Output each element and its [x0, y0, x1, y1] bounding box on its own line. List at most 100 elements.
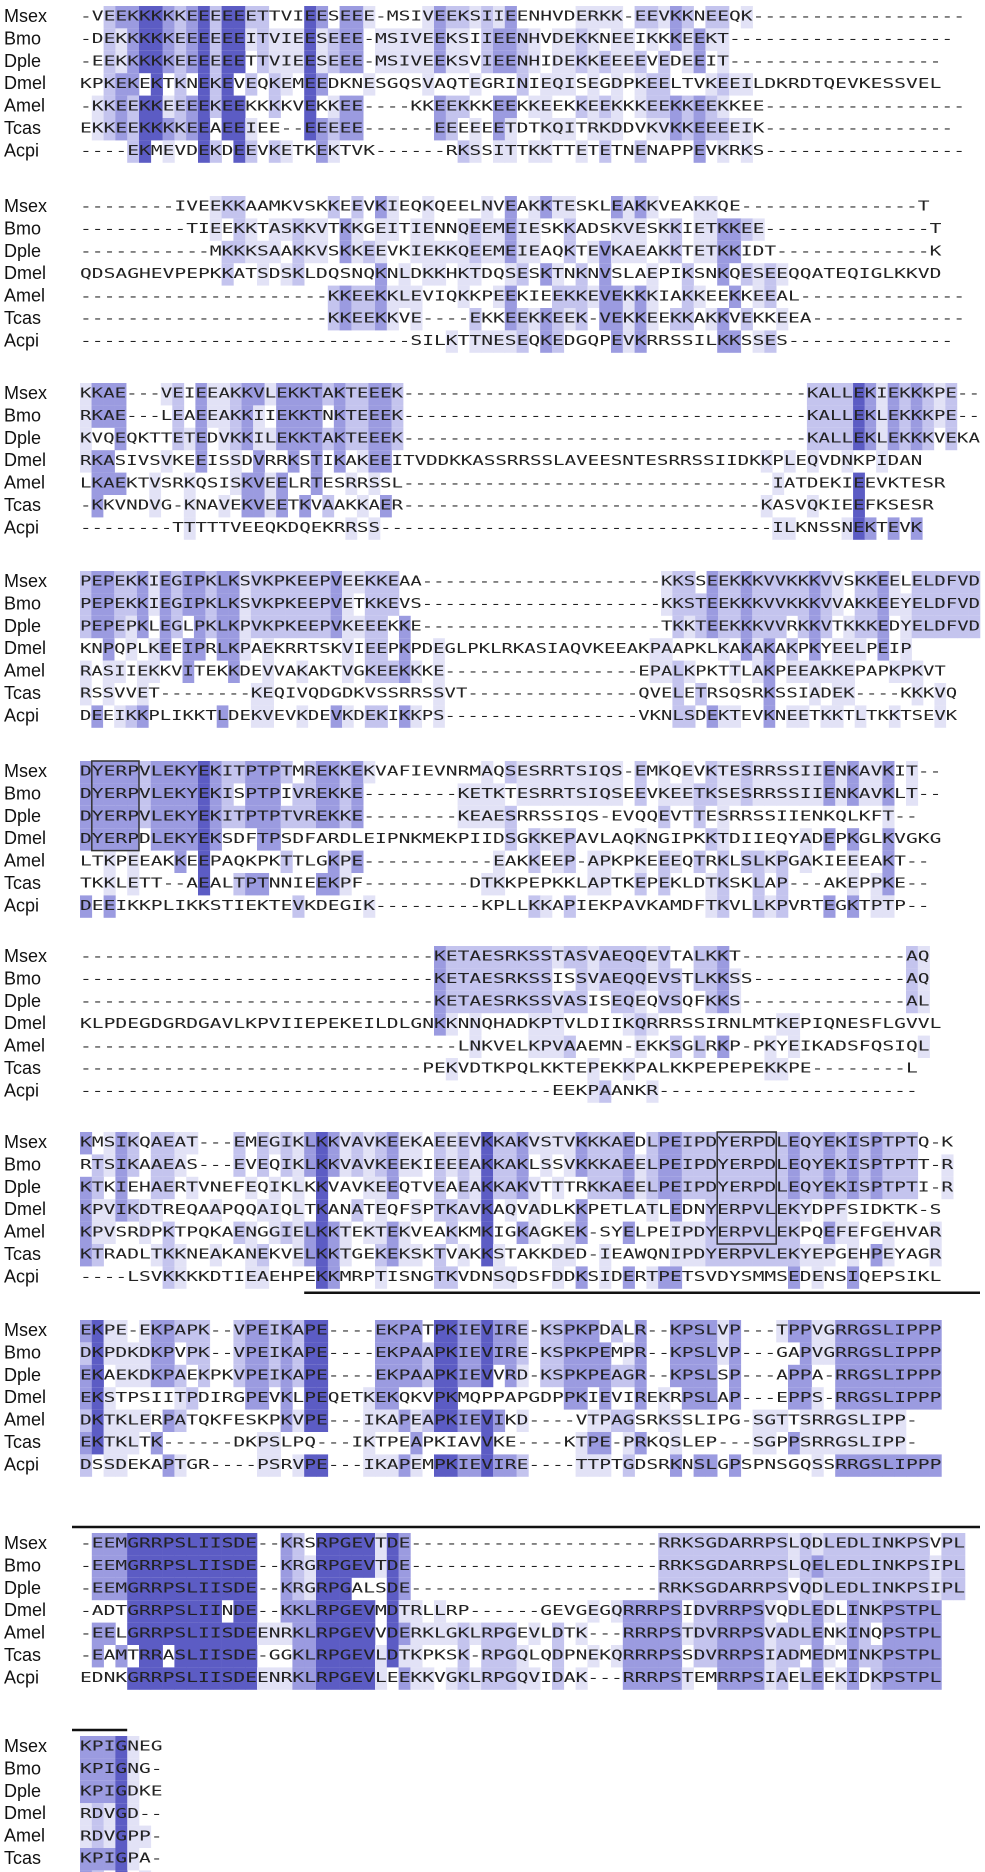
- conservation-cell: [386, 1555, 399, 1578]
- conservation-cell: [172, 405, 185, 428]
- motif-box: [91, 760, 140, 852]
- conservation-cell: [772, 517, 785, 540]
- conservation-cell: [858, 1454, 871, 1477]
- conservation-cell: [351, 850, 364, 873]
- conservation-cell: [740, 1555, 753, 1578]
- conservation-cell: [481, 1221, 494, 1244]
- conservation-cell: [139, 1320, 152, 1343]
- conservation-cell: [672, 571, 685, 594]
- conservation-cell: [563, 783, 576, 806]
- conservation-cell: [894, 1600, 907, 1623]
- conservation-cell: [575, 1266, 588, 1289]
- conservation-cell: [115, 28, 128, 51]
- conservation-cell: [80, 1454, 93, 1477]
- conservation-cell: [434, 1244, 447, 1267]
- conservation-cell: [672, 593, 685, 616]
- conservation-cell: [882, 783, 895, 806]
- conservation-cell: [457, 1199, 470, 1222]
- conservation-cell: [670, 850, 683, 873]
- conservation-cell: [752, 571, 764, 594]
- conservation-cell: [136, 660, 149, 683]
- sequence-row: KNPQPLKEEIPRLKPAEKRRTSKVIEEPKPDEGLPKLRKA…: [80, 642, 912, 657]
- conservation-cell: [327, 783, 340, 806]
- conservation-cell: [622, 1058, 635, 1081]
- conservation-cell: [806, 427, 819, 451]
- conservation-cell: [622, 1132, 635, 1155]
- conservation-cell: [843, 660, 855, 683]
- conservation-cell: [683, 615, 696, 639]
- conservation-cell: [717, 6, 730, 29]
- conservation-cell: [783, 450, 796, 473]
- conservation-cell: [239, 571, 252, 594]
- conservation-cell: [634, 1645, 647, 1668]
- conservation-cell: [339, 1667, 352, 1690]
- conservation-cell: [316, 140, 329, 163]
- conservation-cell: [752, 593, 764, 616]
- conservation-cell: [257, 1454, 270, 1477]
- conservation-cell: [91, 95, 104, 118]
- conservation-cell: [820, 705, 833, 728]
- conservation-cell: [103, 28, 116, 51]
- conservation-cell: [683, 571, 696, 594]
- species-label: Msex: [4, 6, 47, 26]
- conservation-cell: [205, 593, 218, 616]
- conservation-cell: [622, 330, 635, 353]
- conservation-cell: [268, 1454, 281, 1477]
- conservation-cell: [481, 990, 494, 1014]
- conservation-cell: [575, 1199, 588, 1222]
- conservation-cell: [410, 1154, 423, 1177]
- conservation-cell: [681, 50, 694, 74]
- conservation-cell: [304, 1364, 317, 1388]
- conservation-cell: [216, 593, 229, 616]
- conservation-cell: [103, 828, 116, 851]
- conservation-cell: [552, 263, 565, 286]
- conservation-cell: [841, 517, 854, 540]
- conservation-cell: [693, 1342, 706, 1365]
- conservation-cell: [847, 1454, 860, 1477]
- conservation-cell: [670, 1622, 683, 1645]
- conservation-cell: [195, 450, 208, 473]
- conservation-cell: [847, 1600, 860, 1623]
- conservation-cell: [91, 1736, 104, 1759]
- conservation-cell: [209, 761, 222, 784]
- conservation-cell: [198, 850, 211, 873]
- conservation-cell: [345, 472, 358, 495]
- conservation-cell: [80, 1221, 93, 1244]
- conservation-cell: [363, 1387, 376, 1410]
- sequence-row: KPVIKDTREQAAPQQAIQLTKANATEQFSPTKAVKAQVAD…: [80, 1203, 941, 1218]
- conservation-cell: [422, 1409, 435, 1432]
- conservation-cell: [646, 196, 659, 219]
- conservation-cell: [705, 1577, 718, 1601]
- conservation-cell: [646, 95, 659, 118]
- conservation-cell: [410, 285, 423, 308]
- conservation-cell: [136, 683, 149, 706]
- conservation-cell: [788, 1176, 801, 1200]
- conservation-cell: [262, 638, 274, 661]
- conservation-cell: [504, 1667, 517, 1690]
- conservation-cell: [847, 1154, 860, 1177]
- conservation-cell: [445, 95, 458, 118]
- conservation-cell: [103, 1825, 116, 1848]
- conservation-cell: [799, 1199, 812, 1222]
- conservation-cell: [375, 308, 388, 331]
- conservation-cell: [150, 1199, 163, 1222]
- conservation-cell: [233, 873, 246, 896]
- conservation-cell: [127, 1342, 140, 1365]
- conservation-cell: [622, 308, 635, 331]
- conservation-cell: [292, 1342, 305, 1365]
- conservation-cell: [375, 263, 388, 286]
- conservation-cell: [363, 1132, 376, 1155]
- conservation-cell: [150, 1645, 163, 1668]
- conservation-cell: [646, 1667, 659, 1690]
- conservation-cell: [445, 946, 458, 969]
- conservation-cell: [658, 50, 671, 74]
- conservation-cell: [221, 1533, 234, 1556]
- conservation-cell: [705, 308, 718, 331]
- conservation-cell: [504, 1132, 517, 1155]
- conservation-cell: [162, 1600, 175, 1623]
- conservation-cell: [799, 783, 812, 806]
- conservation-cell: [398, 1577, 411, 1601]
- conservation-cell: [683, 660, 696, 683]
- conservation-cell: [304, 1555, 317, 1578]
- conservation-cell: [457, 1320, 470, 1343]
